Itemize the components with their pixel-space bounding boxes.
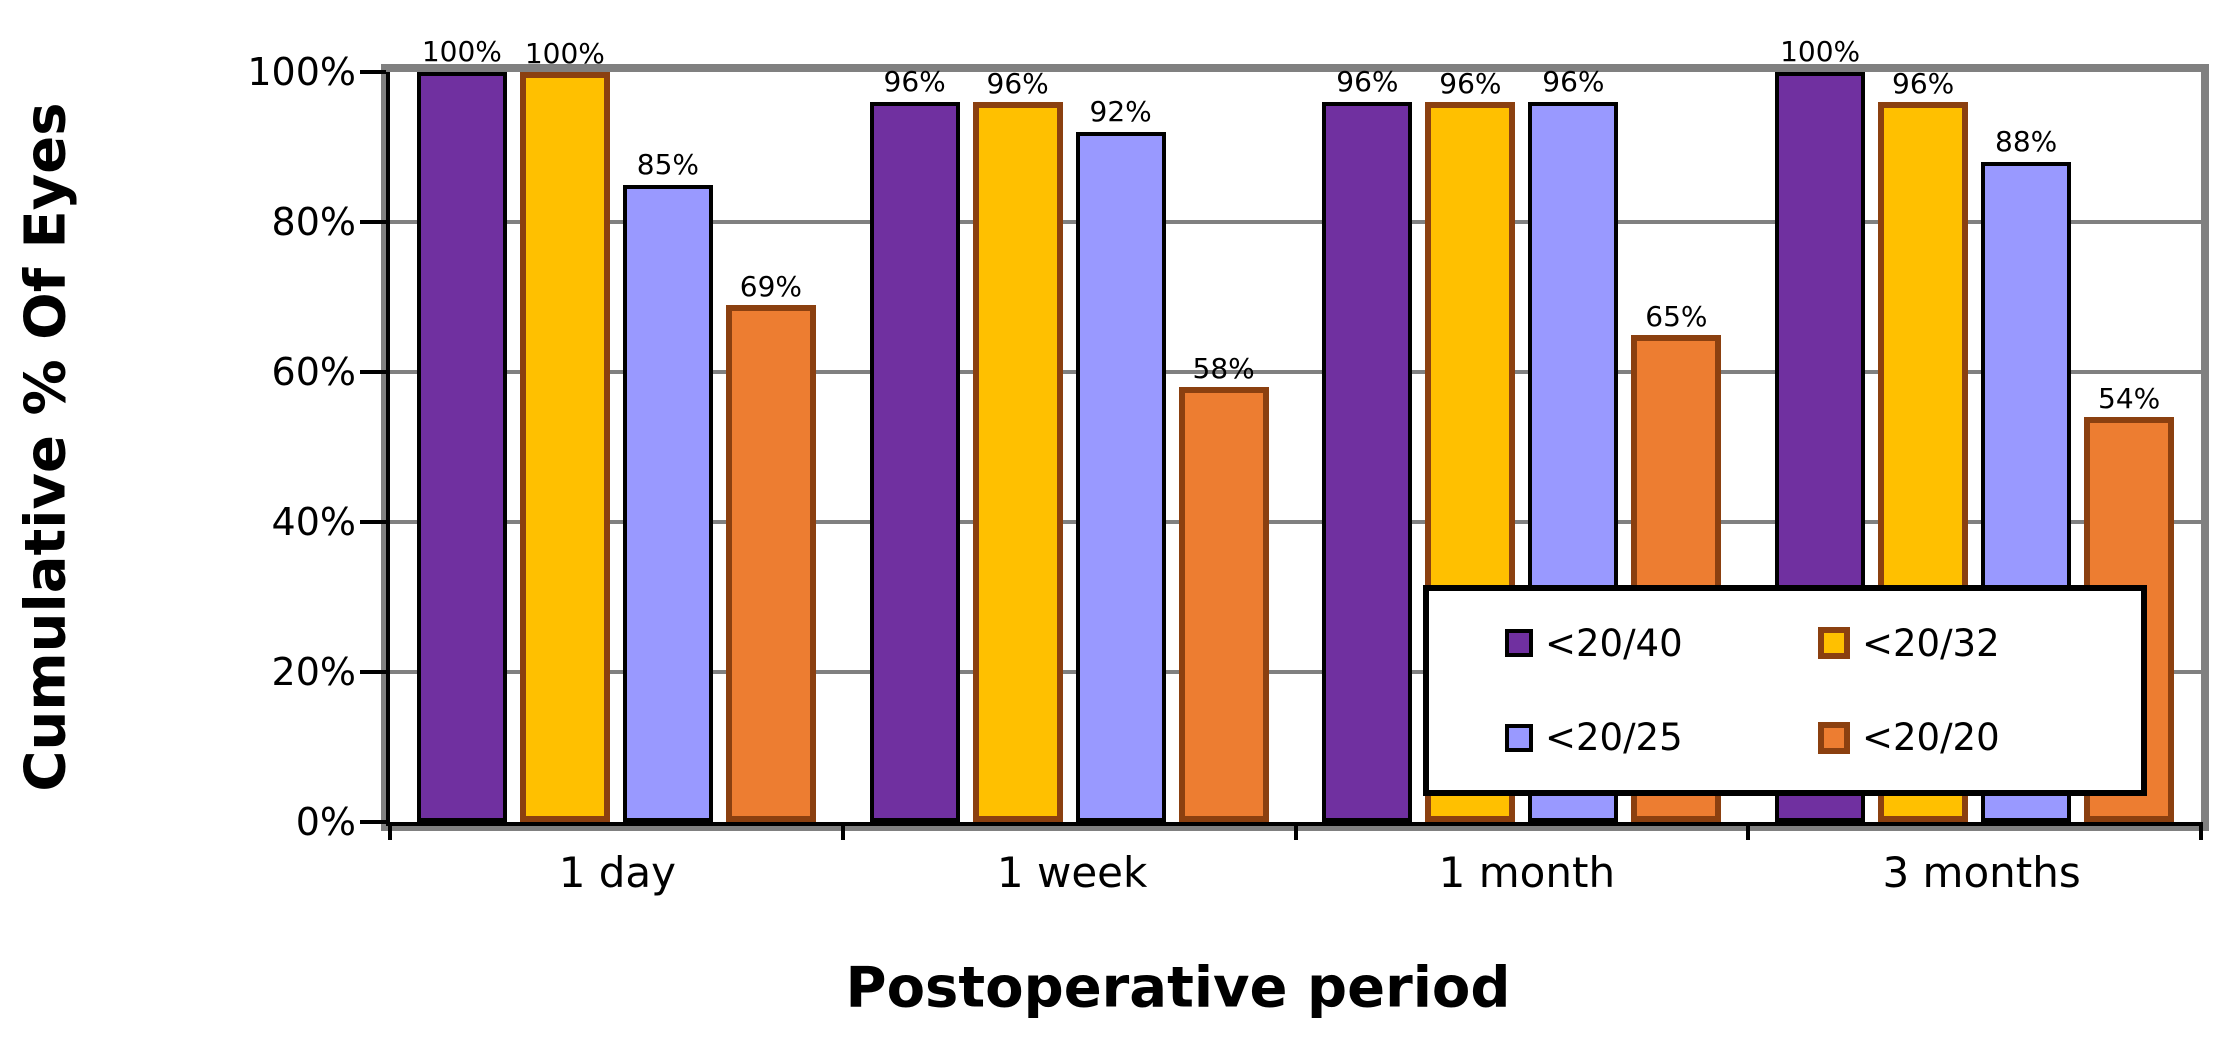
- y-axis-tick-label: 80%: [271, 200, 356, 244]
- y-axis-tick: [360, 220, 386, 224]
- y-axis-tick: [360, 370, 386, 374]
- category-label: 1 month: [1438, 848, 1616, 897]
- legend-swatch: [1505, 723, 1533, 752]
- bar: 85%: [622, 150, 713, 822]
- bar-group: 100% 100% 85% 69%: [390, 38, 843, 822]
- legend-label: <20/25: [1545, 716, 1683, 760]
- category-label: 1 day: [558, 848, 677, 897]
- y-axis-tick-label: 60%: [271, 350, 356, 394]
- x-axis-tick: [840, 822, 845, 840]
- bar-value-label: 65%: [1645, 299, 1708, 333]
- legend-swatch: [1505, 629, 1533, 658]
- gridline: [390, 220, 2201, 224]
- bar: 96%: [972, 70, 1063, 822]
- bar: 58%: [1178, 355, 1269, 822]
- legend-item: <20/25: [1505, 716, 1818, 759]
- y-axis-tick-label: 100%: [247, 50, 356, 94]
- legend-item: <20/40: [1505, 622, 1818, 665]
- plot-area: 100% 100% 85% 69% 96% 96% 92% 58% 96% 96% 96% 65% 10…: [247, 38, 2203, 841]
- gridline: [390, 370, 2201, 374]
- bar-group: 96% 96% 92% 58%: [843, 68, 1296, 822]
- bar: 100%: [416, 38, 507, 822]
- legend-label: <20/40: [1545, 621, 1683, 665]
- y-axis-title: Cumulative % Of Eyes: [13, 102, 79, 792]
- legend-item: <20/32: [1818, 622, 2131, 665]
- bar-value-label: 96%: [883, 65, 946, 98]
- legend-swatch: [1818, 627, 1850, 660]
- legend-label: <20/20: [1862, 716, 2000, 760]
- bar-value-label: 92%: [1089, 95, 1152, 128]
- y-axis-tick: [360, 70, 386, 74]
- bar-value-label: 100%: [421, 35, 502, 68]
- legend: <20/40 <20/32 <20/25 <20/20: [1423, 585, 2147, 796]
- legend-swatch: [1818, 721, 1850, 754]
- bar-value-label: 58%: [1192, 352, 1255, 385]
- bar-value-label: 85%: [636, 147, 699, 181]
- bar: 96%: [869, 68, 960, 822]
- gridlines: [390, 72, 2201, 822]
- bar-value-label: 88%: [1995, 125, 2058, 158]
- x-axis-category-labels: 1 day 1 week 1 month 3 months: [390, 848, 2209, 897]
- x-axis-tick: [1293, 822, 1298, 840]
- gridline: [390, 670, 2201, 674]
- bar-value-label: 96%: [986, 67, 1049, 100]
- bar-value-label: 69%: [739, 269, 802, 303]
- bar-value-label: 96%: [1336, 65, 1399, 98]
- bar: 100%: [519, 40, 610, 822]
- y-axis-tick: [360, 520, 386, 524]
- y-axis-tick-label: 0%: [295, 800, 356, 844]
- y-axis-tick: [360, 670, 386, 674]
- gridline: [390, 520, 2201, 524]
- x-axis-tick: [2199, 822, 2203, 840]
- bar-value-label: 100%: [1780, 35, 1861, 68]
- plot-border: 100% 100% 85% 69% 96% 96% 92% 58% 96% 96% 96% 65% 10…: [247, 38, 2209, 841]
- y-axis-tick: [360, 820, 386, 824]
- bar-value-label: 96%: [1439, 67, 1502, 100]
- category-label: 1 week: [996, 848, 1148, 897]
- x-axis-tick: [388, 822, 392, 840]
- y-axis-tick-label: 40%: [271, 500, 356, 544]
- bar-value-label: 100%: [524, 37, 605, 70]
- bar: 69%: [725, 272, 816, 822]
- bar-groups: 100% 100% 85% 69% 96% 96% 92% 58% 96% 96% 96% 65% 10…: [390, 38, 2201, 822]
- bar: 96%: [1322, 68, 1413, 822]
- bar-value-label: 96%: [1542, 65, 1605, 98]
- category-label: 3 months: [1882, 848, 2081, 897]
- x-axis-title: Postoperative period: [845, 955, 1511, 1021]
- bar-value-label: 96%: [1892, 67, 1955, 100]
- y-axis-tick-label: 20%: [271, 650, 356, 694]
- legend-label: <20/32: [1862, 621, 2000, 665]
- bar: 92%: [1075, 98, 1166, 822]
- bar-value-label: 54%: [2098, 382, 2161, 415]
- legend-item: <20/20: [1818, 716, 2131, 759]
- x-axis-tick: [1746, 822, 1751, 840]
